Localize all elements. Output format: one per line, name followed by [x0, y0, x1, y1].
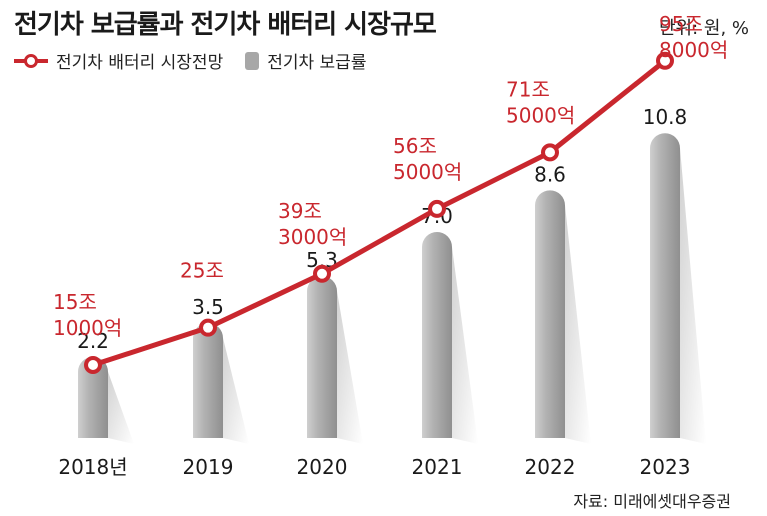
line-value-label: 5000억 — [506, 103, 575, 127]
bar-shadow — [223, 338, 249, 444]
unit-label: 단위: 원, % — [658, 18, 749, 39]
x-tick-label: 2018년 — [58, 455, 127, 479]
legend-line-marker — [14, 53, 48, 68]
line-value-label: 95조 — [659, 12, 703, 36]
x-tick-label: 2023 — [640, 455, 691, 479]
line-point-4 — [428, 199, 446, 218]
bar-3 — [307, 276, 337, 438]
bar-6 — [650, 133, 680, 438]
line-point-3 — [313, 264, 331, 283]
bar-5 — [535, 190, 565, 438]
line-point-5 — [541, 143, 559, 162]
line-value-label: 3000억 — [278, 225, 347, 249]
x-tick-label: 2021 — [412, 455, 463, 479]
line-value-label: 71조 — [506, 77, 550, 101]
line-value-label: 39조 — [278, 199, 322, 223]
legend-bar-marker — [245, 51, 260, 70]
bar-shadow — [680, 148, 706, 444]
line-point-1 — [84, 356, 102, 374]
bar-value-label: 10.8 — [643, 105, 688, 129]
bar-value-label: 8.6 — [534, 162, 566, 186]
line-value-label: 8000억 — [659, 38, 728, 62]
x-tick-label: 2022 — [525, 455, 576, 479]
source-note: 자료: 미래에셋대우증권 — [573, 492, 731, 511]
line-value-label: 25조 — [180, 259, 224, 283]
chart-title: 전기차 보급률과 전기차 배터리 시장규모 — [14, 10, 437, 40]
line-value-label: 1000억 — [53, 316, 122, 340]
line-point-2 — [199, 318, 217, 337]
x-tick-label: 2019 — [183, 455, 234, 479]
bar-2 — [193, 323, 223, 438]
market-line — [92, 58, 667, 368]
line-point-6 — [656, 51, 674, 70]
x-tick-label: 2020 — [297, 455, 348, 479]
legend: 전기차 배터리 시장전망 전기차 보급률 — [14, 48, 366, 73]
line-value-label: 5000억 — [393, 160, 462, 184]
legend-bar-label: 전기차 보급률 — [267, 53, 367, 73]
bar-shadow — [337, 291, 363, 444]
bar-1 — [78, 356, 108, 438]
line-value-label: 15조 — [53, 290, 97, 314]
bar-value-label: 3.5 — [192, 295, 224, 319]
bar-shadow — [108, 371, 134, 444]
bar-4 — [422, 232, 452, 438]
line-value-label: 56조 — [393, 134, 437, 158]
bar-shadow — [565, 205, 591, 444]
bar-shadow — [452, 247, 478, 444]
bar-value-label: 2.2 — [77, 329, 109, 353]
legend-line-label: 전기차 배터리 시장전망 — [56, 53, 224, 73]
